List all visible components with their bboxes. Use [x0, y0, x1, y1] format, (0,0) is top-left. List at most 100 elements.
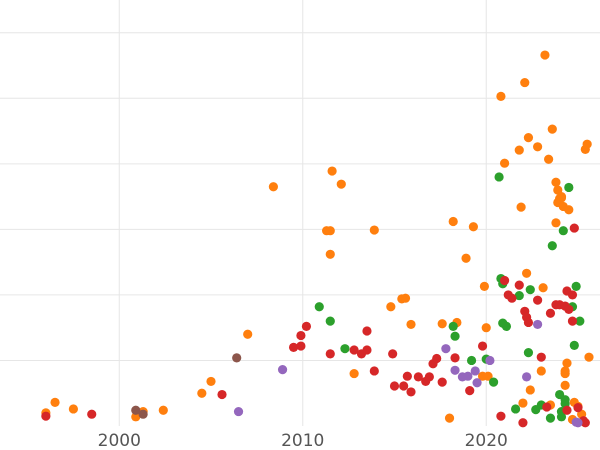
data-point [243, 329, 253, 339]
x-axis-ticks: 2000 2010 2020 [98, 431, 508, 450]
data-point [314, 302, 324, 312]
data-point [545, 413, 556, 423]
data-point [533, 142, 543, 152]
data-point [217, 389, 227, 400]
data-point [518, 418, 528, 428]
data-point [400, 293, 411, 303]
data-point [556, 412, 567, 422]
data-point [567, 290, 578, 300]
data-point [444, 413, 455, 423]
data-point [558, 226, 568, 236]
data-point [536, 366, 546, 376]
data-point [301, 321, 312, 331]
data-point [544, 154, 554, 164]
data-point [564, 304, 574, 314]
data-point [567, 316, 578, 326]
data-point [501, 321, 512, 331]
data-point [87, 409, 97, 419]
data-point [533, 295, 543, 305]
data-point [424, 372, 434, 382]
data-point [551, 218, 561, 228]
data-point [131, 412, 141, 422]
data-point [496, 411, 506, 421]
data-point [472, 378, 482, 388]
data-point [68, 404, 78, 414]
data-point [514, 280, 524, 290]
data-point [582, 139, 592, 149]
data-point [573, 403, 583, 413]
data-point [288, 342, 299, 352]
data-point [327, 166, 337, 176]
data-point [523, 347, 534, 358]
data-point [340, 344, 350, 354]
data-point [406, 319, 416, 330]
data-point [349, 368, 359, 379]
data-point [560, 395, 570, 405]
data-point [520, 77, 530, 88]
data-point [564, 182, 574, 193]
data-point [562, 405, 572, 415]
data-point [516, 202, 526, 212]
data-point [388, 349, 398, 359]
data-point [362, 326, 372, 336]
data-point [510, 404, 521, 414]
data-point [296, 330, 306, 341]
data-point [545, 308, 556, 318]
data-point [485, 355, 495, 366]
data-point [369, 225, 379, 235]
data-point [523, 133, 534, 143]
data-point [569, 340, 579, 350]
data-point [325, 249, 335, 259]
data-point [432, 353, 442, 364]
data-point [138, 409, 148, 419]
data-point [499, 158, 510, 168]
data-points [41, 50, 594, 428]
data-point [277, 365, 288, 375]
data-point [406, 387, 416, 397]
data-point [551, 177, 561, 187]
data-point [481, 323, 491, 333]
data-point [448, 216, 458, 227]
data-point [362, 345, 372, 355]
data-point [402, 371, 412, 381]
data-point [296, 341, 306, 351]
data-point [580, 418, 590, 428]
x-tick-label: 2010 [281, 431, 324, 450]
x-tick-label: 2020 [465, 431, 508, 450]
data-point [483, 371, 493, 381]
data-point [349, 345, 359, 355]
data-point [547, 241, 557, 251]
data-point [325, 226, 335, 236]
data-point [325, 349, 335, 359]
data-point [450, 353, 460, 363]
data-point [325, 316, 335, 326]
data-point [514, 290, 524, 301]
x-tick-label: 2000 [98, 431, 141, 450]
data-point [514, 145, 524, 155]
data-point [465, 386, 475, 396]
data-point [573, 418, 583, 428]
data-point [441, 344, 451, 354]
data-point [562, 358, 572, 368]
data-point [437, 319, 447, 329]
data-point [560, 366, 570, 376]
grid [0, 0, 600, 426]
data-point [158, 405, 168, 415]
data-point [386, 302, 396, 312]
data-point [556, 192, 567, 202]
data-point [268, 182, 278, 192]
data-point [450, 331, 460, 341]
data-point [413, 372, 423, 382]
data-point [41, 411, 51, 421]
data-point [584, 352, 594, 362]
data-point [389, 381, 400, 391]
data-point [518, 398, 528, 408]
data-point [523, 317, 534, 328]
data-point [507, 293, 517, 303]
data-point [477, 341, 488, 351]
data-point [496, 91, 506, 101]
data-point [450, 365, 460, 375]
data-point [575, 316, 585, 326]
